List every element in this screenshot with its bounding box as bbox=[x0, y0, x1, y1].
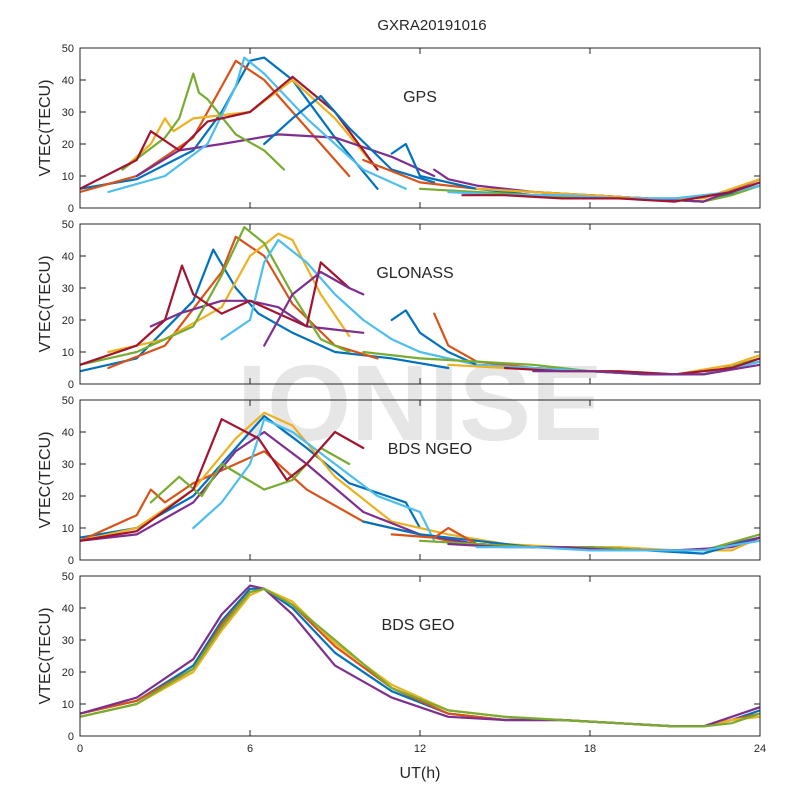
series-line-6 bbox=[192, 418, 436, 542]
series-line-7 bbox=[80, 261, 351, 366]
series-line-6 bbox=[220, 238, 478, 366]
panel-2: 0 10 20 30 40 50 VTEC(TECU) GLONASS bbox=[37, 219, 761, 391]
x-tick-label: 6 bbox=[247, 743, 253, 755]
x-tick-label: 24 bbox=[754, 743, 766, 755]
y-tick-label: 40 bbox=[62, 251, 74, 263]
y-tick-label: 40 bbox=[62, 75, 74, 87]
series-line-5 bbox=[121, 72, 286, 171]
x-tick-label: 0 bbox=[77, 743, 83, 755]
series-line-1 bbox=[80, 414, 422, 539]
y-tick-label: 0 bbox=[68, 203, 74, 215]
series-line-6 bbox=[107, 56, 407, 194]
panel-label: BDS NGEO bbox=[388, 441, 472, 458]
y-tick-label: 10 bbox=[62, 523, 74, 535]
y-tick-label: 50 bbox=[62, 219, 74, 231]
series-line-7 bbox=[80, 75, 379, 190]
series-line-5 bbox=[80, 587, 760, 728]
panel-plot-area bbox=[80, 48, 760, 208]
y-tick-label: 10 bbox=[62, 171, 74, 183]
y-axis-label: VTEC(TECU) bbox=[37, 256, 54, 353]
y-tick-label: 30 bbox=[62, 459, 74, 471]
panel-label: BDS GEO bbox=[382, 617, 455, 634]
y-tick-label: 0 bbox=[68, 731, 74, 743]
panel-label: GLONASS bbox=[376, 265, 453, 282]
y-tick-label: 10 bbox=[62, 347, 74, 359]
panel-plot-area bbox=[80, 576, 760, 736]
y-tick-label: 50 bbox=[62, 571, 74, 583]
series-line-8 bbox=[263, 94, 436, 184]
series-line-15 bbox=[532, 363, 760, 376]
series-line-8 bbox=[263, 270, 365, 347]
y-tick-label: 40 bbox=[62, 603, 74, 615]
y-tick-label: 20 bbox=[62, 315, 74, 327]
y-tick-label: 30 bbox=[62, 635, 74, 647]
panel-label: GPS bbox=[403, 89, 437, 106]
panel-3: 0 10 20 30 40 50 VTEC(TECU) BDS NGEO bbox=[37, 395, 761, 567]
y-tick-label: 20 bbox=[62, 667, 74, 679]
y-tick-label: 50 bbox=[62, 395, 74, 407]
chart-title: GXRA20191016 bbox=[377, 17, 486, 34]
y-tick-label: 30 bbox=[62, 107, 74, 119]
series-line-15 bbox=[461, 181, 760, 203]
panel-plot-area bbox=[80, 224, 760, 384]
y-tick-label: 20 bbox=[62, 139, 74, 151]
series-group bbox=[80, 411, 760, 555]
series-group bbox=[80, 226, 760, 376]
y-axis-label: VTEC(TECU) bbox=[37, 80, 54, 177]
y-tick-label: 0 bbox=[68, 555, 74, 567]
y-tick-label: 30 bbox=[62, 283, 74, 295]
panel-1: 0 10 20 30 40 50 VTEC(TECU) GPS bbox=[37, 43, 761, 215]
series-line-12 bbox=[475, 539, 760, 552]
x-tick-label: 18 bbox=[584, 743, 596, 755]
y-tick-label: 40 bbox=[62, 427, 74, 439]
x-axis-label: UT(h) bbox=[400, 765, 441, 782]
y-tick-label: 50 bbox=[62, 43, 74, 55]
series-line-7 bbox=[80, 418, 365, 542]
series-line-4 bbox=[149, 299, 365, 334]
panels-group: 0 10 20 30 40 50 VTEC(TECU) GPS 0 10 20 30 40 50 VTEC(… bbox=[37, 43, 766, 755]
panel-4: 0 10 20 30 40 50 0 6 12 18 24 VTEC(TECU) BDS GEO bbox=[37, 571, 766, 755]
y-tick-label: 20 bbox=[62, 491, 74, 503]
y-tick-label: 0 bbox=[68, 379, 74, 391]
y-tick-label: 10 bbox=[62, 699, 74, 711]
series-group bbox=[80, 584, 760, 728]
y-axis-label: VTEC(TECU) bbox=[37, 608, 54, 705]
x-tick-label: 12 bbox=[414, 743, 426, 755]
series-line-5 bbox=[80, 226, 351, 366]
series-group bbox=[80, 56, 760, 203]
y-axis-label: VTEC(TECU) bbox=[37, 432, 54, 529]
